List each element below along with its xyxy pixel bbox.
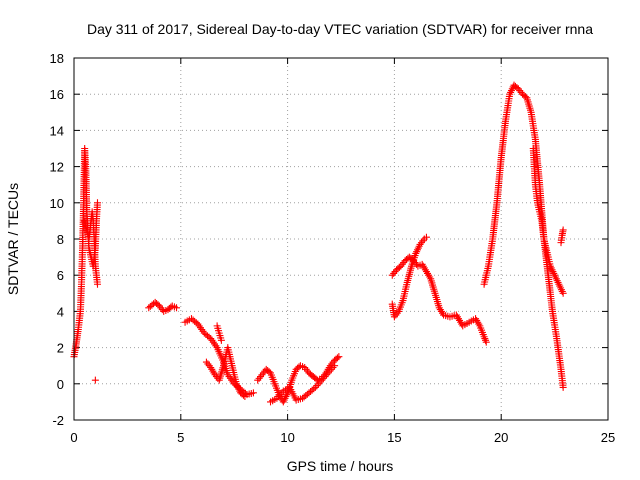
data-point — [205, 333, 213, 341]
x-tick-label: 20 — [494, 430, 508, 445]
series-sat-2 — [81, 208, 101, 288]
axis-ticks: 0 5 10 15 20 25 -2 0 2 4 6 8 10 12 14 16 18 — [50, 51, 616, 445]
chart-title: Day 311 of 2017, Sidereal Day-to-day VTE… — [87, 21, 593, 37]
data-point — [217, 336, 225, 344]
x-tick-label: 10 — [280, 430, 294, 445]
data-point — [331, 362, 339, 370]
y-tick-label: 12 — [50, 160, 64, 175]
data-point — [93, 280, 101, 288]
data-point — [310, 385, 318, 393]
y-tick-label: 18 — [50, 51, 64, 66]
y-tick-label: 16 — [50, 87, 64, 102]
series-sat-1 — [70, 145, 101, 361]
series-sat-5 — [181, 315, 257, 399]
data-point — [482, 338, 490, 346]
y-tick-label: 4 — [57, 304, 64, 319]
data-point — [91, 376, 99, 384]
data-points — [70, 81, 567, 406]
data-point — [481, 335, 489, 343]
data-point — [335, 353, 343, 361]
series-sat-10 — [388, 253, 490, 346]
data-point — [559, 226, 567, 234]
data-point — [422, 233, 430, 241]
plot-frame — [73, 57, 609, 421]
series-sat-4 — [145, 298, 181, 315]
x-tick-label: 0 — [70, 430, 77, 445]
y-tick-label: -2 — [52, 413, 64, 428]
data-point — [239, 391, 247, 399]
y-tick-label: 14 — [50, 123, 64, 138]
series-sat-14 — [557, 226, 567, 247]
data-point — [173, 304, 181, 312]
y-axis-label: SDTVAR / TECUs — [5, 183, 21, 295]
y-tick-label: 8 — [57, 232, 64, 247]
series-sat-9 — [267, 362, 339, 406]
y-tick-label: 10 — [50, 196, 64, 211]
data-point — [559, 289, 567, 297]
x-tick-label: 5 — [177, 430, 184, 445]
y-tick-label: 6 — [57, 268, 64, 283]
data-point — [192, 319, 200, 327]
x-tick-label: 15 — [387, 430, 401, 445]
series-sat-12 — [480, 81, 567, 391]
x-axis-label: GPS time / hours — [287, 458, 394, 474]
data-point — [313, 382, 321, 390]
series-sat-7 — [213, 322, 225, 344]
y-tick-label: 0 — [57, 377, 64, 392]
series-sat-3 — [91, 376, 99, 384]
data-point — [249, 389, 257, 397]
data-point — [333, 354, 341, 362]
series-sat-6 — [202, 344, 249, 400]
x-tick-label: 25 — [601, 430, 615, 445]
data-point — [559, 383, 567, 391]
data-point — [93, 199, 101, 207]
y-tick-label: 2 — [57, 341, 64, 356]
data-point — [241, 392, 249, 400]
series-sat-11 — [388, 233, 430, 321]
series-sat-13 — [529, 145, 567, 297]
